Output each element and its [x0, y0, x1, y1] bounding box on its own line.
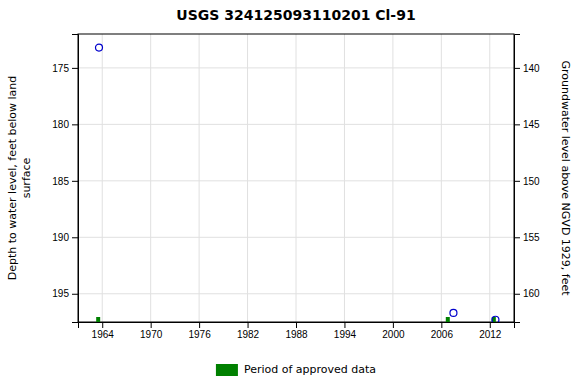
tick-label: 1994 [334, 329, 357, 340]
grid-line-y [78, 237, 514, 238]
point [450, 309, 457, 316]
chart: 1964197019761982198819942000200620121751… [0, 0, 576, 384]
legend-swatch [216, 364, 238, 376]
tick-mark [514, 68, 520, 69]
approved-bar [96, 317, 100, 322]
grid-line-x [199, 34, 200, 322]
tick: 1988 [285, 322, 308, 340]
tick: 195 [52, 288, 78, 299]
tick-mark [514, 237, 520, 238]
plot: 1964197019761982198819942000200620121751… [52, 34, 540, 340]
tick-label: 150 [523, 176, 540, 187]
tick-mark [344, 322, 345, 328]
tick-label: 1982 [237, 329, 260, 340]
tick-label: 185 [52, 176, 69, 187]
legend-label: Period of approved data [244, 363, 376, 376]
tick-label: 180 [52, 119, 69, 130]
x-axis: 1964 1970 1976 1982 1988 1994 2000 2006 2012 [79, 322, 515, 340]
tick-label: 155 [523, 232, 540, 243]
axis-line [72, 35, 79, 323]
grid-line-x [247, 34, 248, 322]
tick: 1964 [92, 322, 115, 340]
tick: 180 [52, 119, 78, 130]
grid-line-x [102, 34, 103, 322]
tick: 145 [514, 119, 540, 130]
grid-line-x [344, 34, 345, 322]
tick-label: 145 [523, 119, 540, 130]
grid-line-x [441, 34, 442, 322]
tick-mark [514, 181, 520, 182]
tick-mark [248, 322, 249, 328]
tick: 2006 [431, 322, 454, 340]
tick: 2000 [382, 322, 405, 340]
tick-mark [72, 68, 78, 69]
grid [78, 34, 514, 322]
grid-line-x [296, 34, 297, 322]
tick: 155 [514, 232, 540, 243]
axis-line [515, 35, 521, 323]
tick-label: 175 [52, 63, 69, 74]
y2-axis-label: Groundwater level above NGVD 1929, feet [559, 60, 572, 296]
tick-mark [72, 124, 78, 125]
legend: Period of approved data [216, 363, 376, 376]
tick-mark [72, 294, 78, 295]
tick: 1970 [140, 322, 163, 340]
tick-label: 160 [523, 288, 540, 299]
axis-line [79, 323, 515, 329]
tick-mark [199, 322, 200, 328]
tick: 1994 [334, 322, 357, 340]
tick-label: 140 [523, 63, 540, 74]
tick-mark [151, 322, 152, 328]
tick-mark [514, 294, 520, 295]
tick-label: 2012 [479, 329, 502, 340]
grid-line-y [78, 180, 514, 181]
tick: 1982 [237, 322, 260, 340]
tick-label: 190 [52, 232, 69, 243]
tick: 185 [52, 176, 78, 187]
tick: 160 [514, 288, 540, 299]
y2-axis: 160 155 150 145 140 [514, 35, 540, 323]
tick-label: 1970 [140, 329, 163, 340]
tick-label: 1988 [285, 329, 308, 340]
tick: 140 [514, 63, 540, 74]
tick-label: 2006 [431, 329, 454, 340]
tick-mark [490, 322, 491, 328]
tick-label: 2000 [382, 329, 405, 340]
tick-mark [72, 181, 78, 182]
grid-line-x [392, 34, 393, 322]
tick: 175 [52, 63, 78, 74]
tick-mark [441, 322, 442, 328]
point [95, 44, 102, 51]
tick-mark [393, 322, 394, 328]
grid-line-y [78, 67, 514, 68]
tick-mark [72, 237, 78, 238]
y-axis-label: Depth to water level, feet below landsur… [6, 76, 33, 281]
tick-mark [102, 322, 103, 328]
tick-label: 1964 [92, 329, 115, 340]
point [492, 316, 499, 322]
tick-mark [296, 322, 297, 328]
tick-mark [514, 124, 520, 125]
tick: 190 [52, 232, 78, 243]
grid-line-x [489, 34, 490, 322]
approved-bar [446, 317, 450, 322]
grid-line-x [150, 34, 151, 322]
tick: 2012 [479, 322, 502, 340]
title: USGS 324125093110201 Cl-91 [176, 7, 415, 23]
tick-label: 195 [52, 288, 69, 299]
plot-frame [78, 34, 514, 322]
tick-label: 1976 [188, 329, 211, 340]
marks [95, 44, 498, 322]
y-axis: 175 180 185 190 195 [52, 35, 78, 323]
tick: 1976 [188, 322, 211, 340]
grid-line-y [78, 124, 514, 125]
grid-line-y [78, 293, 514, 294]
tick: 150 [514, 176, 540, 187]
